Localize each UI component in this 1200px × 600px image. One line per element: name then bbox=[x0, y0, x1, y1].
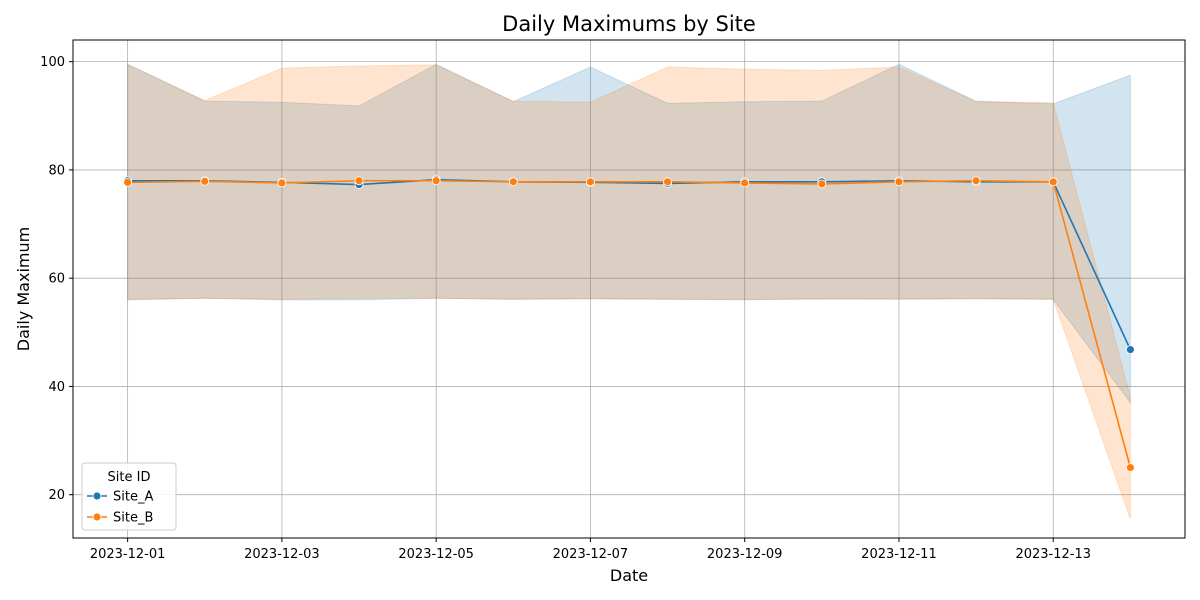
point-site_b bbox=[817, 179, 827, 189]
x-tick-label: 2023-12-01 bbox=[90, 547, 166, 562]
x-tick-label: 2023-12-03 bbox=[244, 547, 320, 562]
y-tick-label: 40 bbox=[48, 380, 65, 395]
point-site_b bbox=[431, 176, 441, 186]
point-site_b bbox=[1048, 177, 1058, 187]
grid bbox=[73, 40, 1185, 538]
x-tick-label: 2023-12-13 bbox=[1015, 547, 1091, 562]
point-site_b bbox=[971, 176, 981, 186]
line-site_b bbox=[127, 179, 1132, 468]
point-site_a bbox=[1125, 345, 1135, 355]
legend-label-site_a: Site_A bbox=[113, 490, 153, 505]
legend-title: Site ID bbox=[108, 470, 151, 485]
y-tick-label: 80 bbox=[48, 163, 65, 178]
legend-marker-site_a bbox=[92, 491, 102, 501]
x-tick-label: 2023-12-11 bbox=[861, 547, 937, 562]
band-site_b bbox=[127, 63, 1131, 520]
point-site_b bbox=[508, 177, 518, 187]
series-lines bbox=[127, 178, 1132, 468]
legend-marker-site_b bbox=[92, 512, 102, 522]
point-site_b bbox=[354, 176, 364, 186]
x-axis-title: Date bbox=[610, 566, 648, 585]
x-tick-label: 2023-12-09 bbox=[707, 547, 783, 562]
x-tick-label: 2023-12-05 bbox=[398, 547, 474, 562]
y-axis: 20 40 60 80 100 bbox=[40, 55, 73, 503]
y-tick-label: 20 bbox=[48, 488, 65, 503]
legend-label-site_b: Site_B bbox=[113, 511, 153, 526]
point-site_b bbox=[663, 177, 672, 187]
plot-frame bbox=[72, 39, 1186, 539]
band-site_a bbox=[127, 63, 1131, 405]
point-site_b bbox=[1125, 463, 1135, 473]
y-tick-label: 60 bbox=[48, 272, 65, 287]
x-tick-label: 2023-12-07 bbox=[553, 547, 629, 562]
chart-title: Daily Maximums by Site bbox=[502, 12, 756, 36]
y-axis-title: Daily Maximum bbox=[14, 227, 33, 351]
point-site_b bbox=[894, 177, 904, 187]
point-site_b bbox=[200, 176, 210, 186]
legend-box bbox=[81, 462, 177, 531]
point-site_b bbox=[123, 177, 133, 187]
point-site_b bbox=[586, 177, 595, 187]
legend: Site ID Site_A Site_B bbox=[81, 462, 177, 531]
point-site_b bbox=[277, 178, 287, 188]
x-axis: 2023-12-01 2023-12-03 2023-12-05 2023-12-07… bbox=[90, 538, 1091, 562]
y-tick-label: 100 bbox=[40, 55, 65, 70]
point-site_b bbox=[740, 178, 750, 188]
confidence-bands bbox=[127, 63, 1131, 520]
series-points bbox=[123, 175, 1135, 473]
